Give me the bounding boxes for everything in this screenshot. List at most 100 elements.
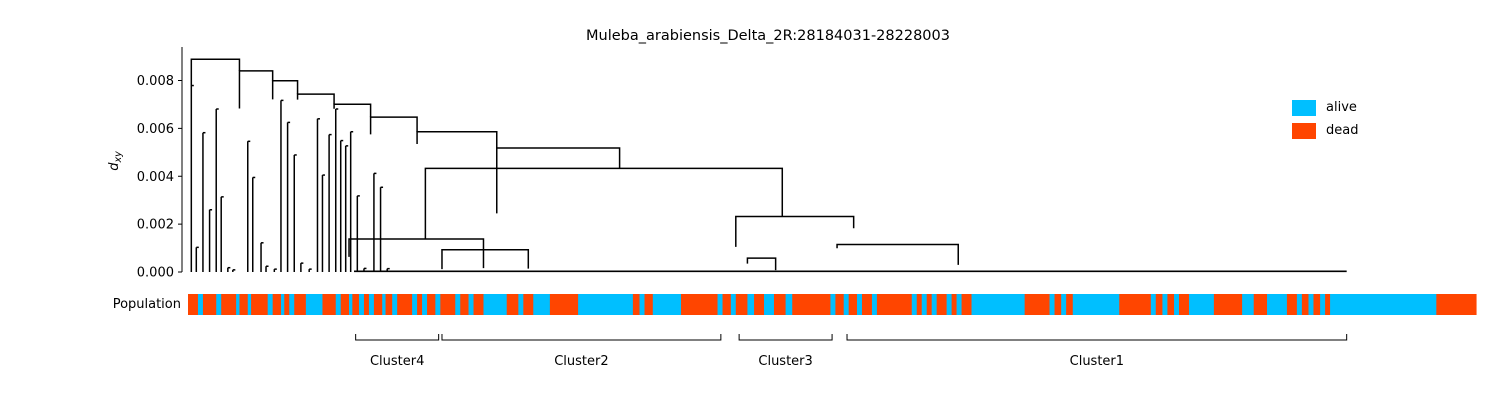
population-segment-dead xyxy=(876,294,913,315)
dendrogram-link xyxy=(424,167,784,239)
cluster-label: Cluster1 xyxy=(1070,354,1124,369)
population-segment-dead xyxy=(397,294,413,315)
y-axis: 0.000 0.002 0.004 0.006 0.008 xyxy=(137,47,183,281)
population-segment-alive xyxy=(349,294,353,315)
population-segment-alive xyxy=(280,294,285,315)
population-segment-dead xyxy=(385,294,393,315)
cluster-bracket xyxy=(738,334,833,341)
y-tick-label: 0.008 xyxy=(137,74,174,89)
population-segment-dead xyxy=(644,294,654,315)
population-segment-dead xyxy=(427,294,436,315)
population-segment-alive xyxy=(468,294,474,315)
population-segment-alive xyxy=(335,294,342,315)
population-segment-dead xyxy=(340,294,350,315)
population-segment-dead xyxy=(373,294,383,315)
population-segment-dead xyxy=(632,294,640,315)
population-segment-alive xyxy=(856,294,863,315)
population-segment-dead xyxy=(473,294,484,315)
population-segment-dead xyxy=(735,294,748,315)
population-segment-dead xyxy=(1155,294,1163,315)
cluster-label: Cluster4 xyxy=(370,354,424,369)
population-segment-alive xyxy=(921,294,928,315)
population-segment-dead xyxy=(1024,294,1050,315)
legend-swatch-alive xyxy=(1292,100,1316,116)
legend: alive dead xyxy=(1292,100,1358,139)
population-segment-alive xyxy=(216,294,222,315)
dendrogram-link xyxy=(369,116,418,135)
population-segment-dead xyxy=(188,294,199,315)
population-segment-dead xyxy=(440,294,456,315)
dendrogram-link xyxy=(496,147,621,214)
population-segment-alive xyxy=(1320,294,1326,315)
population-segment-alive xyxy=(392,294,398,315)
population-segment-dead xyxy=(1286,294,1298,315)
population-segment-alive xyxy=(764,294,775,315)
population-segment-dead xyxy=(272,294,282,315)
y-tick-label: 0.006 xyxy=(137,122,174,137)
population-segment-alive xyxy=(358,294,365,315)
y-tick-label: 0.000 xyxy=(137,266,174,281)
population-segment-dead xyxy=(1167,294,1175,315)
population-segment-alive xyxy=(730,294,737,315)
population-segment-alive xyxy=(1267,294,1288,315)
population-segment-alive xyxy=(435,294,441,315)
population-label: Population xyxy=(113,297,181,312)
dendrogram-links xyxy=(190,58,1347,273)
population-segment-alive xyxy=(639,294,645,315)
legend-swatch-dead xyxy=(1292,123,1316,139)
y-tick-label: 0.002 xyxy=(137,218,174,233)
population-segment-alive xyxy=(422,294,428,315)
population-segment-alive xyxy=(1162,294,1168,315)
population-segment-alive xyxy=(911,294,918,315)
population-segment-alive xyxy=(267,294,274,315)
population-segment-alive xyxy=(382,294,386,315)
cluster-bracket xyxy=(441,334,722,341)
population-segment-dead xyxy=(523,294,534,315)
population-segment-dead xyxy=(506,294,519,315)
legend-label-alive: alive xyxy=(1326,100,1357,115)
population-segment-alive xyxy=(1150,294,1157,315)
population-segment-dead xyxy=(835,294,845,315)
population-segment-dead xyxy=(861,294,873,315)
population-segment-alive xyxy=(236,294,240,315)
population-segment-dead xyxy=(363,294,370,315)
population-bar xyxy=(188,294,1477,315)
dendrogram-link xyxy=(296,93,335,105)
cluster-bracket xyxy=(355,334,440,341)
y-axis-label: dxy xyxy=(107,151,124,171)
population-segment-alive xyxy=(455,294,461,315)
population-segment-alive xyxy=(1049,294,1055,315)
population-segment-alive xyxy=(412,294,418,315)
population-segment-alive xyxy=(578,294,634,315)
population-segment-alive xyxy=(747,294,755,315)
population-segment-alive xyxy=(652,294,682,315)
dendrogram-link xyxy=(735,215,855,247)
population-segment-dead xyxy=(417,294,423,315)
population-segment-dead xyxy=(1066,294,1074,315)
population-segment-dead xyxy=(961,294,972,315)
population-segment-alive xyxy=(305,294,323,315)
population-segment-dead xyxy=(284,294,290,315)
dendrogram-link xyxy=(836,243,959,265)
population-segment-alive xyxy=(197,294,204,315)
population-segment-dead xyxy=(1325,294,1331,315)
cluster-label: Cluster2 xyxy=(554,354,608,369)
population-segment-dead xyxy=(848,294,858,315)
dendrogram-link xyxy=(271,80,299,100)
population-segment-dead xyxy=(294,294,307,315)
population-segment-dead xyxy=(1436,294,1477,315)
population-segment-alive xyxy=(1072,294,1120,315)
population-segment-dead xyxy=(1179,294,1190,315)
population-segment-dead xyxy=(1213,294,1243,315)
dendrogram-link xyxy=(441,248,530,270)
population-segment-dead xyxy=(681,294,718,315)
population-segment-alive xyxy=(871,294,878,315)
population-segment-dead xyxy=(792,294,831,315)
population-segment-dead xyxy=(1253,294,1268,315)
population-segment-alive xyxy=(1061,294,1067,315)
y-tick-label: 0.004 xyxy=(137,170,174,185)
population-segment-dead xyxy=(460,294,469,315)
population-segment-alive xyxy=(956,294,962,315)
population-segment-dead xyxy=(1119,294,1152,315)
population-segment-dead xyxy=(352,294,360,315)
